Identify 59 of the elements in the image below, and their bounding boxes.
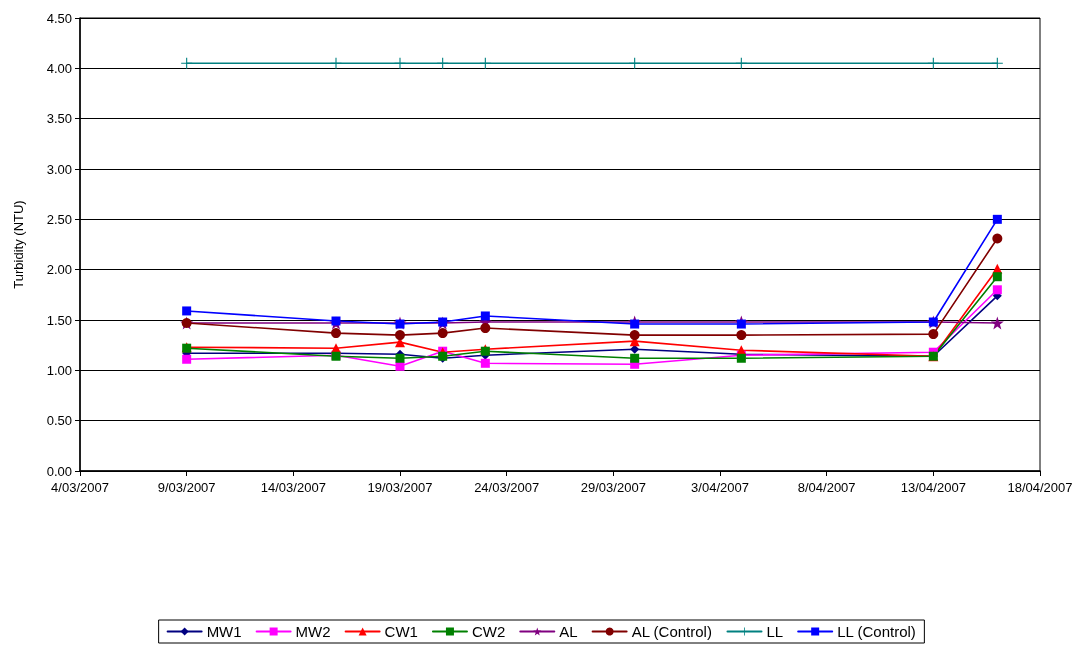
y-tick-label: 4.00 bbox=[46, 60, 72, 76]
point bbox=[927, 57, 939, 69]
point bbox=[992, 233, 1003, 244]
point bbox=[394, 57, 406, 69]
point bbox=[928, 329, 939, 340]
point bbox=[990, 316, 1004, 330]
x-tick-label: 9/03/2007 bbox=[157, 480, 216, 495]
x-tick-label: 18/04/2007 bbox=[1007, 480, 1073, 495]
y-tick-label: 2.50 bbox=[46, 211, 72, 227]
point bbox=[330, 57, 342, 69]
point bbox=[630, 319, 640, 329]
point bbox=[992, 285, 1002, 295]
point bbox=[331, 316, 341, 326]
point bbox=[480, 358, 490, 368]
point bbox=[992, 272, 1002, 282]
legend-label: AL bbox=[559, 623, 578, 640]
point bbox=[630, 353, 640, 363]
point bbox=[480, 311, 490, 321]
point bbox=[182, 354, 192, 364]
y-tick-label: 0.00 bbox=[46, 463, 72, 479]
point bbox=[331, 328, 341, 339]
legend-label: CW1 bbox=[384, 623, 418, 640]
point bbox=[991, 57, 1003, 69]
point bbox=[181, 57, 193, 69]
point bbox=[437, 328, 448, 339]
y-tick-label: 1.50 bbox=[46, 312, 72, 328]
legend-label: LL (Control) bbox=[837, 623, 916, 640]
y-tick-label: 3.50 bbox=[46, 111, 72, 127]
point bbox=[395, 353, 405, 363]
x-tick-label: 3/04/2007 bbox=[691, 480, 749, 495]
point bbox=[629, 57, 641, 69]
x-tick-label: 14/03/2007 bbox=[260, 480, 326, 495]
legend-label: CW2 bbox=[471, 623, 506, 640]
y-tick-label: 0.50 bbox=[46, 413, 72, 429]
legend-label: AL (Control) bbox=[631, 623, 712, 640]
y-tick-label: 2.00 bbox=[46, 262, 72, 278]
point bbox=[992, 214, 1002, 224]
point bbox=[437, 57, 449, 69]
y-tick-label: 3.00 bbox=[46, 161, 72, 177]
point bbox=[182, 306, 192, 316]
x-tick-label: 19/03/2007 bbox=[367, 480, 433, 495]
point bbox=[480, 323, 491, 334]
point bbox=[479, 57, 491, 69]
y-axis-title: Turbidity (NTU) bbox=[11, 200, 26, 289]
point bbox=[735, 57, 747, 69]
point bbox=[629, 330, 640, 341]
x-tick-label: 4/03/2007 bbox=[51, 480, 109, 495]
legend-label: MW2 bbox=[295, 623, 331, 640]
point bbox=[736, 319, 746, 329]
legend-label: LL bbox=[766, 623, 784, 640]
point bbox=[736, 330, 747, 341]
x-tick-label: 13/04/2007 bbox=[900, 480, 966, 495]
point bbox=[395, 330, 405, 341]
legend-label: MW1 bbox=[206, 623, 242, 640]
x-tick-label: 8/04/2007 bbox=[797, 480, 856, 495]
x-tick-label: 24/03/2007 bbox=[474, 480, 540, 495]
y-tick-label: 4.50 bbox=[46, 10, 72, 26]
y-tick-label: 1.00 bbox=[46, 362, 72, 378]
x-tick-label: 29/03/2007 bbox=[580, 480, 646, 495]
